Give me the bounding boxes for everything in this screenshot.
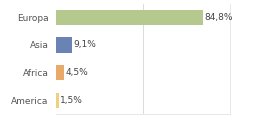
Bar xyxy=(56,65,64,80)
Bar xyxy=(56,10,203,25)
Text: 4,5%: 4,5% xyxy=(65,68,88,77)
Bar xyxy=(56,93,59,108)
Text: 84,8%: 84,8% xyxy=(205,13,233,22)
Text: 1,5%: 1,5% xyxy=(60,96,83,105)
Text: 9,1%: 9,1% xyxy=(73,41,96,49)
Bar xyxy=(56,37,72,53)
